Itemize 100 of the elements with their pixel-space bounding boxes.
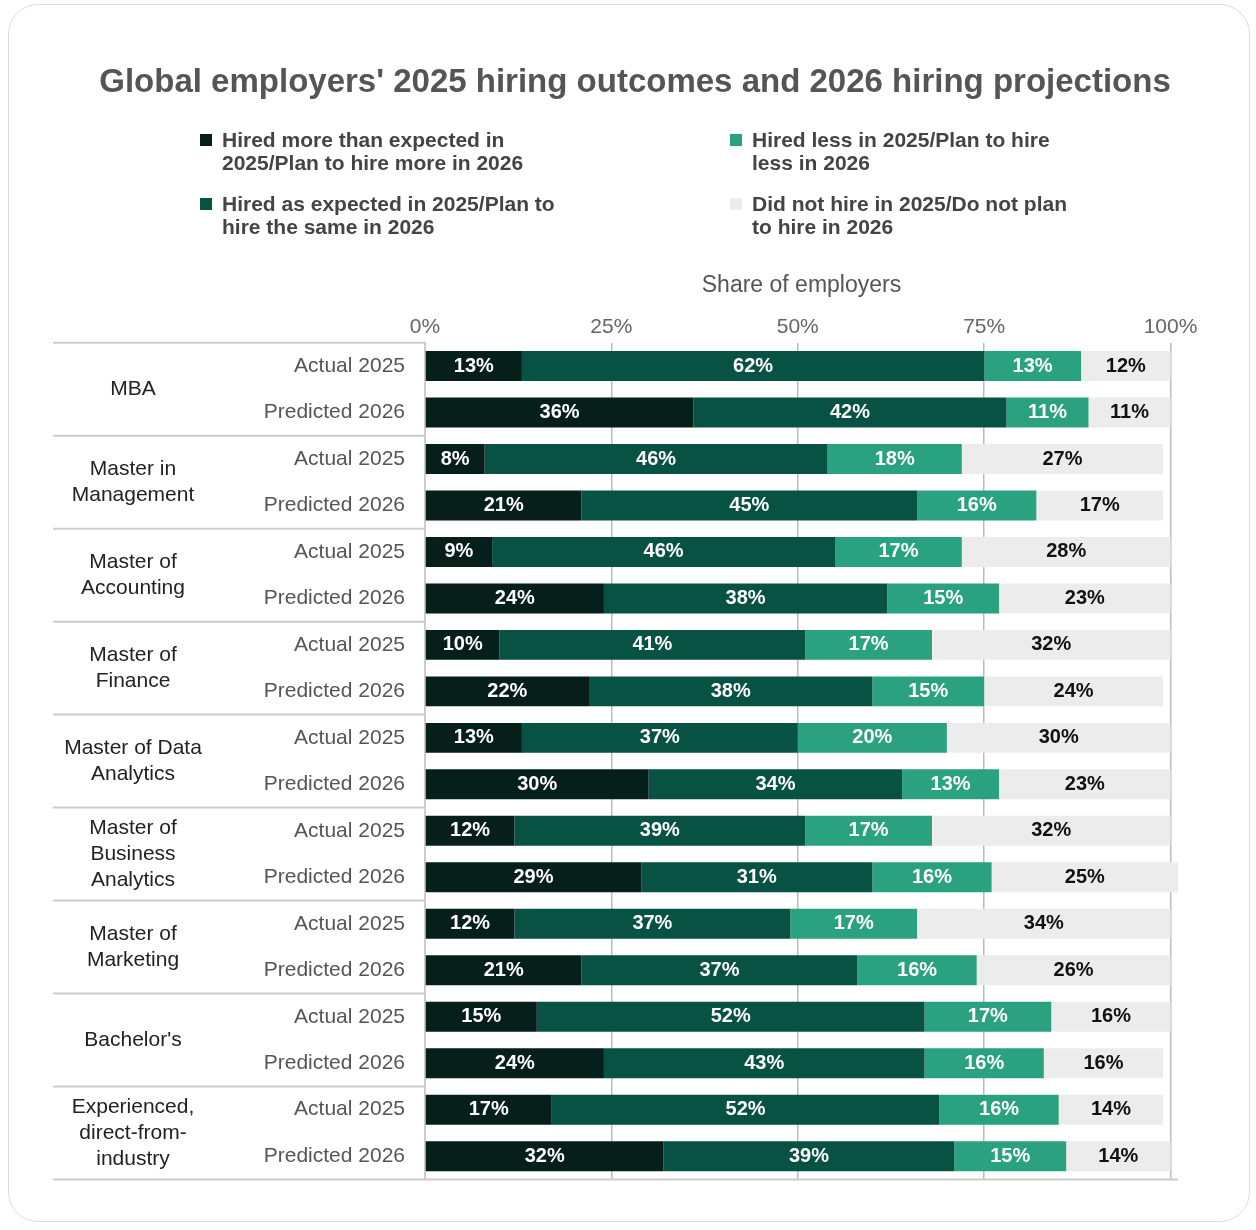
text: Bachelor's xyxy=(84,1026,182,1050)
data-label: 13% xyxy=(930,771,971,794)
data-label: 15% xyxy=(461,1004,502,1027)
text: Master of Business Analytics xyxy=(89,814,177,890)
bar xyxy=(1066,1141,1171,1172)
data-label: 23% xyxy=(1064,585,1106,608)
data-label: 13% xyxy=(1012,353,1053,376)
data-label: 21% xyxy=(483,492,524,515)
y-tick-label: Actual 2025 xyxy=(294,631,405,655)
y-tick-label: Actual 2025 xyxy=(294,817,405,841)
x-tick-label: 50% xyxy=(776,314,819,337)
bar xyxy=(484,444,828,474)
bar xyxy=(589,676,873,707)
bar xyxy=(425,676,590,707)
data-label: 37% xyxy=(632,911,673,934)
bar xyxy=(1051,1001,1171,1032)
bar xyxy=(1043,1048,1164,1079)
data-label: 32% xyxy=(1031,632,1072,655)
data-label: 38% xyxy=(725,585,766,608)
bar xyxy=(492,536,836,567)
data-label: 8% xyxy=(440,446,470,469)
data-label: 21% xyxy=(483,957,524,980)
bar xyxy=(924,1048,1044,1079)
data-label: 17% xyxy=(848,818,889,841)
data-label: 39% xyxy=(788,1143,830,1166)
y-tick-label: Actual 2025 xyxy=(294,538,405,562)
data-label: 26% xyxy=(1053,957,1094,980)
bar xyxy=(790,908,918,939)
data-label: 17% xyxy=(848,632,889,655)
data-label: 16% xyxy=(979,1097,1020,1120)
data-label: 11% xyxy=(1028,400,1068,423)
data-label: 46% xyxy=(643,539,684,562)
bar xyxy=(984,676,1164,707)
bar xyxy=(581,955,858,986)
bar xyxy=(872,862,992,893)
text: Master in Management xyxy=(71,456,195,506)
bar xyxy=(857,955,977,986)
x-tick-label: 75% xyxy=(963,314,1006,337)
bar xyxy=(514,815,806,846)
data-label: 16% xyxy=(897,957,938,980)
legend-label: Hired more than expected in 2025/Plan to hire more in 2026 xyxy=(222,128,525,174)
y-tick-label: Actual 2025 xyxy=(294,724,405,748)
data-label: 15% xyxy=(908,678,949,701)
text: MBA xyxy=(110,376,156,400)
bar xyxy=(521,722,798,753)
data-label: 32% xyxy=(1031,818,1072,841)
data-label: 36% xyxy=(539,400,580,423)
bar xyxy=(663,1141,955,1172)
x-axis-title: Share of employers xyxy=(701,271,902,298)
data-label: 45% xyxy=(729,492,770,515)
data-label: 52% xyxy=(725,1097,766,1120)
data-label: 62% xyxy=(733,353,774,376)
bar xyxy=(641,862,873,893)
bar xyxy=(999,583,1171,614)
text: Master of Data Analytics xyxy=(64,734,203,784)
y-tick-label: Actual 2025 xyxy=(294,1096,405,1120)
bar xyxy=(425,769,649,800)
legend-label: Did not hire in 2025/Do not plan to hire in 2026 xyxy=(752,192,1069,238)
data-label: 24% xyxy=(494,585,536,608)
data-label: 25% xyxy=(1064,864,1106,887)
data-label: 46% xyxy=(636,446,677,469)
data-label: 9% xyxy=(444,539,474,562)
data-label: 52% xyxy=(710,1004,751,1027)
data-label: 37% xyxy=(699,957,740,980)
bar xyxy=(425,490,582,521)
y-tick-label: Predicted 2026 xyxy=(263,771,405,795)
bar xyxy=(939,1094,1059,1125)
data-label: 31% xyxy=(736,864,777,887)
legend-label: Hired less in 2025/Plan to hire less in 2026 xyxy=(752,128,1051,174)
data-label: 16% xyxy=(956,492,997,515)
bar xyxy=(425,955,582,986)
y-tick-label: Predicted 2026 xyxy=(263,399,405,423)
text: Master of Finance xyxy=(89,641,177,691)
bar xyxy=(603,583,888,614)
data-label: 11% xyxy=(1110,400,1150,423)
data-label: 17% xyxy=(833,911,874,934)
bar xyxy=(917,908,1171,939)
bar xyxy=(425,583,604,614)
data-label: 12% xyxy=(450,911,491,934)
bar xyxy=(425,1048,604,1079)
data-label: 37% xyxy=(639,725,681,748)
bar xyxy=(931,629,1171,660)
bar xyxy=(931,815,1171,846)
bar xyxy=(551,1094,940,1125)
data-label: 30% xyxy=(1038,725,1079,748)
data-label: 14% xyxy=(1090,1097,1132,1120)
y-tick-label: Predicted 2026 xyxy=(263,864,405,888)
data-label: 29% xyxy=(513,864,554,887)
bar xyxy=(976,955,1171,986)
data-label: 28% xyxy=(1046,539,1087,562)
bar xyxy=(961,536,1171,567)
data-label: 42% xyxy=(829,400,871,423)
data-label: 24% xyxy=(1053,678,1094,701)
bar xyxy=(872,676,985,707)
y-tick-label: Actual 2025 xyxy=(294,1003,405,1027)
text: Master of Accounting xyxy=(81,548,185,598)
data-label: 30% xyxy=(517,771,558,794)
data-label: 39% xyxy=(639,818,681,841)
text: Experienced, direct-from-industry xyxy=(71,1093,195,1169)
bar xyxy=(954,1141,1067,1172)
